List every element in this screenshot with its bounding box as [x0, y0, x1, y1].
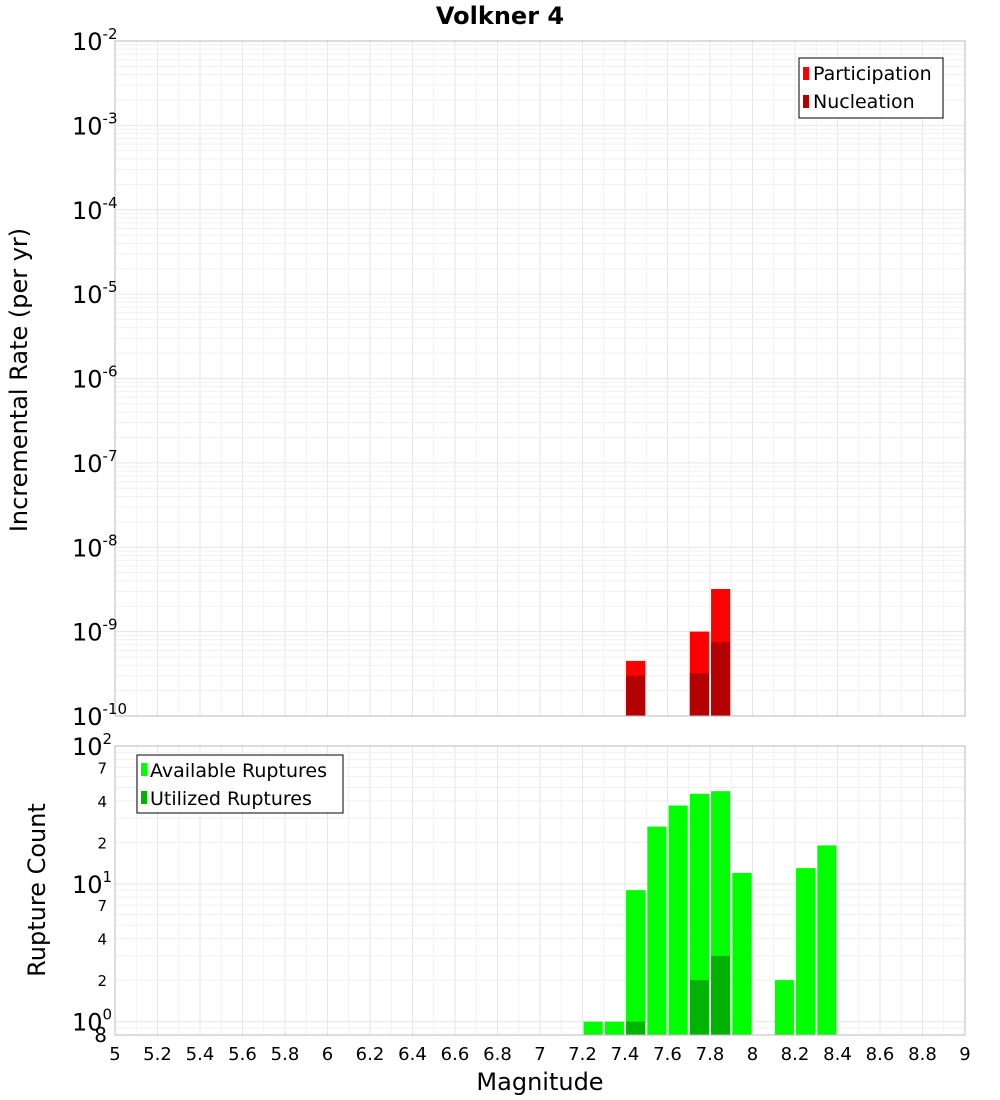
x-tick-label: 8.2: [781, 1044, 810, 1065]
y-tick-label: 101: [72, 868, 112, 899]
bar-utilized-ruptures-7-85: [711, 955, 731, 1035]
bar-available-ruptures-7-65: [668, 805, 688, 1035]
x-tick-label: 7.2: [568, 1044, 597, 1065]
x-axis-label: Magnitude: [476, 1068, 603, 1096]
bar-available-ruptures-7-95: [732, 872, 752, 1035]
legend-label-participation: Participation: [813, 63, 932, 85]
x-tick-label: 5: [109, 1044, 120, 1065]
bar-available-ruptures-7-75: [689, 793, 709, 1035]
y-tick-label: 10-7: [72, 447, 118, 478]
y-tick-label: 10-5: [72, 278, 118, 309]
x-tick-label: 7.6: [653, 1044, 682, 1065]
x-tick-label: 6.8: [483, 1044, 512, 1065]
y-tick-label: 102: [72, 730, 112, 761]
x-tick-label: 8.8: [908, 1044, 937, 1065]
rate-legend-box: [798, 57, 944, 119]
y-tick-label: 10-3: [72, 109, 118, 140]
rate-panel: 10-10 10-9 10-8 10-7 10-6 10-5 10-4 10-3 10-2 Vo…: [5, 2, 966, 731]
bar-nucleation-7-75: [689, 673, 709, 716]
count-plot-border: [114, 745, 966, 1036]
x-tick-label: 5.6: [228, 1044, 257, 1065]
x-tick-label: 6.2: [356, 1044, 385, 1065]
y-tick-label: 10-8: [72, 531, 118, 562]
x-tick-label: 8: [747, 1044, 758, 1065]
bar-available-ruptures-8-15: [774, 980, 794, 1035]
bar-available-ruptures-7-55: [647, 826, 667, 1035]
x-tick-label: 6.6: [441, 1044, 470, 1065]
x-tick-label: 9: [959, 1044, 970, 1065]
rate-legend: Participation Nucleation: [798, 57, 944, 119]
bar-available-ruptures-7-25: [583, 1021, 603, 1035]
legend-swatch-participation: [803, 67, 809, 80]
y-minor-tick-label: 8: [94, 1023, 107, 1047]
bar-available-ruptures-7-45: [626, 890, 646, 1035]
bar-utilized-ruptures-7-75: [689, 980, 709, 1035]
y-minor-tick-label: 7: [97, 759, 107, 777]
bar-nucleation-7-85: [711, 642, 731, 716]
bar-available-ruptures-7-35: [604, 1021, 624, 1035]
y-tick-label: 10-9: [72, 616, 118, 647]
x-tick-label: 7.4: [611, 1044, 640, 1065]
count-legend-box: [136, 754, 344, 814]
rate-y-axis-label: Incremental Rate (per yr): [5, 228, 33, 532]
legend-label-available-ruptures: Available Ruptures: [150, 760, 327, 782]
y-minor-tick-label: 4: [97, 793, 107, 811]
x-tick-label: 6: [322, 1044, 333, 1065]
rate-bars: [626, 589, 731, 716]
chart-title: Volkner 4: [436, 2, 564, 30]
y-minor-tick-label: 7: [97, 897, 107, 915]
x-tick-label: 5.4: [186, 1044, 215, 1065]
count-bars: [583, 791, 837, 1035]
x-tick-label: 8.6: [866, 1044, 895, 1065]
rate-y-ticks: 10-10 10-9 10-8 10-7 10-6 10-5 10-4 10-3 10-2: [72, 25, 127, 731]
y-minor-tick-label: 2: [97, 972, 107, 990]
y-tick-label: 10-2: [72, 25, 118, 56]
legend-swatch-utilized-ruptures: [141, 791, 147, 804]
y-minor-tick-label: 4: [97, 931, 107, 949]
count-legend: Available Ruptures Utilized Ruptures: [136, 754, 344, 814]
bar-nucleation-7-45: [626, 675, 646, 716]
legend-swatch-nucleation: [803, 95, 809, 108]
y-tick-label: 10-6: [72, 363, 118, 394]
legend-label-nucleation: Nucleation: [813, 91, 915, 113]
x-tick-label: 8.4: [823, 1044, 852, 1065]
rate-plot-border: [114, 40, 966, 717]
y-tick-label: 10-10: [72, 700, 127, 731]
legend-label-utilized-ruptures: Utilized Ruptures: [150, 788, 312, 810]
bar-available-ruptures-8-25: [796, 868, 816, 1035]
count-y-axis-label: Rupture Count: [23, 803, 51, 977]
y-minor-tick-label: 2: [97, 834, 107, 852]
x-tick-label: 7.8: [696, 1044, 725, 1065]
bar-available-ruptures-8-35: [817, 845, 837, 1035]
x-tick-label: 5.8: [271, 1044, 300, 1065]
rate-grid: [114, 40, 966, 717]
count-x-ticks: 5 5.2 5.4 5.6 5.8 6 6.2 6.4 6.6 6.8 7 7.2 7.4 7.6 7.8 8…: [109, 1044, 970, 1065]
bar-utilized-ruptures-7-45: [626, 1021, 646, 1035]
x-tick-label: 7: [534, 1044, 545, 1065]
y-tick-label: 10-4: [72, 194, 118, 225]
x-tick-label: 6.4: [398, 1044, 427, 1065]
x-tick-label: 5.2: [143, 1044, 172, 1065]
legend-swatch-available-ruptures: [141, 763, 147, 776]
